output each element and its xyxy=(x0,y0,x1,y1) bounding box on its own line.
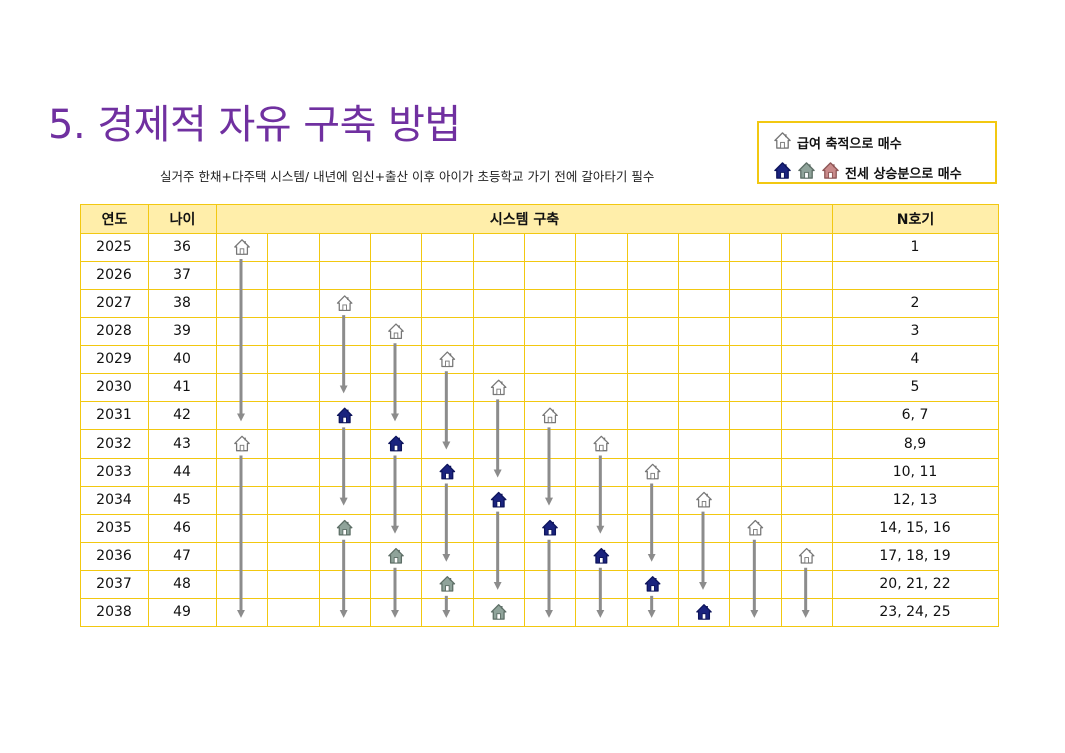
year-value: 2025 xyxy=(96,239,132,256)
legend-salary: 급여 축적으로 매수 xyxy=(773,131,902,154)
house-navy-icon xyxy=(773,161,797,184)
house-white-icon xyxy=(336,295,353,311)
nth-cell xyxy=(832,597,999,627)
house-white-icon xyxy=(696,491,712,508)
nth-value: 12, 13 xyxy=(892,491,938,508)
year-value: 2038 xyxy=(96,603,132,620)
house-navy-icon xyxy=(542,519,558,536)
year-value: 2034 xyxy=(96,491,132,508)
age-value: 41 xyxy=(173,379,191,396)
year-value: 2031 xyxy=(96,407,132,424)
house-white-icon xyxy=(234,239,250,255)
year-value: 2028 xyxy=(96,323,132,340)
year-value: 2037 xyxy=(96,575,132,592)
nth-value: 17, 18, 19 xyxy=(879,547,951,564)
year-value: 2033 xyxy=(96,463,132,480)
house-navy-icon xyxy=(696,604,712,620)
year-value: 2036 xyxy=(96,547,132,564)
age-value: 36 xyxy=(173,239,191,256)
legend-salary-label: 급여 축적으로 매수 xyxy=(797,137,902,152)
year-value: 2035 xyxy=(96,519,132,536)
year-value: 2032 xyxy=(96,435,132,452)
house-white-icon xyxy=(542,407,558,424)
age-value: 49 xyxy=(173,603,191,620)
age-value: 38 xyxy=(173,295,191,312)
page-subtitle: 실거주 한채+다주택 시스템/ 내년에 임신+출산 이후 아이가 초등학교 가기… xyxy=(160,169,655,184)
nth-value: 20, 21, 22 xyxy=(879,575,951,592)
legend-jeonse-label: 전세 상승분으로 매수 xyxy=(845,167,962,182)
house-gray-icon xyxy=(388,547,404,564)
age-value: 48 xyxy=(173,575,191,592)
house-gray-icon xyxy=(797,161,821,184)
year-value: 2029 xyxy=(96,351,132,368)
house-gray-icon xyxy=(490,604,507,620)
year-value: 2026 xyxy=(96,267,132,284)
house-navy-icon xyxy=(336,407,353,424)
house-white-icon xyxy=(388,323,404,340)
year-value: 2030 xyxy=(96,379,132,396)
header-year: 연도 xyxy=(80,204,149,234)
nth-value: 10, 11 xyxy=(892,463,938,480)
house-white-icon xyxy=(747,519,764,536)
nth-value: 6, 7 xyxy=(901,407,929,424)
age-value: 47 xyxy=(173,547,191,564)
house-white-icon xyxy=(644,463,661,480)
header-system: 시스템 구축 xyxy=(216,204,833,234)
nth-value: 8,9 xyxy=(903,435,927,452)
house-white-icon xyxy=(773,131,797,154)
age-value: 45 xyxy=(173,491,191,508)
house-white-icon xyxy=(798,547,815,564)
age-value: 39 xyxy=(173,323,191,340)
house-white-icon xyxy=(439,351,456,368)
legend-jeonse: 전세 상승분으로 매수 xyxy=(773,161,962,184)
system-table: 연도 나이 시스템 구축 N호기 2025 36 1 2026 37 2027 38 2 2028 39 3… xyxy=(80,204,999,627)
age-value: 37 xyxy=(173,267,191,284)
age-value: 42 xyxy=(173,407,191,424)
age-value: 46 xyxy=(173,519,191,536)
house-white-icon xyxy=(234,435,250,452)
house-navy-icon xyxy=(593,547,610,564)
house-gray-icon xyxy=(439,576,456,592)
age-value: 44 xyxy=(173,463,191,480)
nth-value: 23, 24, 25 xyxy=(879,603,951,620)
age-value: 40 xyxy=(173,351,191,368)
year-value: 2027 xyxy=(96,295,132,312)
nth-value: 1 xyxy=(910,239,920,256)
house-white-icon xyxy=(490,379,507,396)
nth-value: 14, 15, 16 xyxy=(879,519,951,536)
house-navy-icon xyxy=(490,491,507,508)
house-white-icon xyxy=(593,435,610,452)
house-navy-icon xyxy=(388,435,404,452)
house-navy-icon xyxy=(644,576,661,592)
house-gray-icon xyxy=(336,519,353,536)
house-navy-icon xyxy=(439,463,456,480)
nth-value: 4 xyxy=(910,351,920,368)
nth-value: 5 xyxy=(910,379,920,396)
age-value: 43 xyxy=(173,435,191,452)
nth-value: 3 xyxy=(910,323,920,340)
nth-value: 2 xyxy=(910,295,920,312)
system-overlay xyxy=(234,239,815,620)
legend-box: 급여 축적으로 매수 전세 상승분으로 매수 xyxy=(757,121,997,184)
page-title: 5. 경제적 자유 구축 방법 xyxy=(48,102,461,148)
house-pink-icon xyxy=(821,161,845,184)
